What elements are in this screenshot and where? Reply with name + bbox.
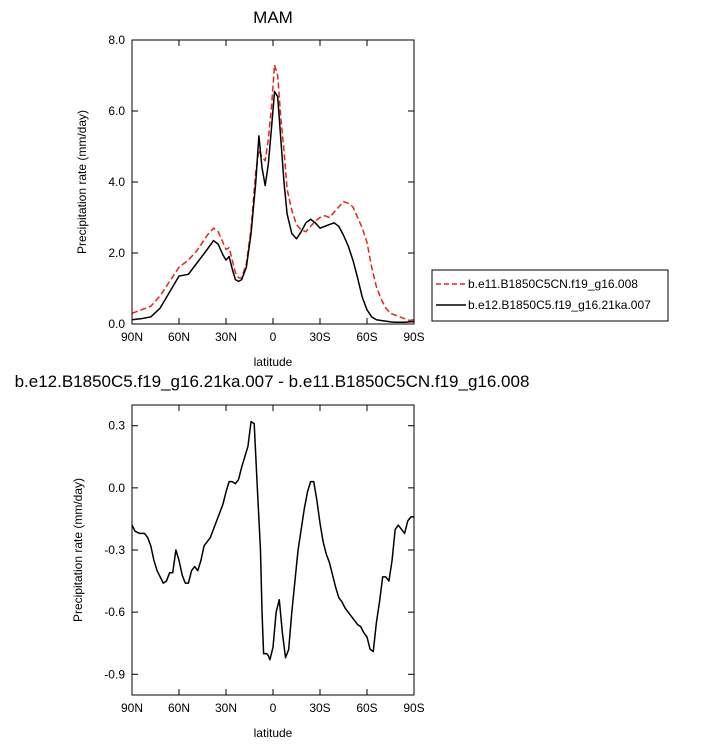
bottom-x-axis-label: latitude: [254, 726, 293, 740]
top-x-tick-label: 60N: [168, 330, 190, 344]
legend-box: [431, 269, 669, 322]
bottom-panel: b.e12.B1850C5.f19_g16.21ka.007 - b.e11.B…: [15, 372, 530, 740]
bottom-y-axis-label: Precipitation rate (mm/day): [71, 478, 85, 622]
legend-label-series-1: b.e11.B1850C5CN.f19_g16.008: [468, 277, 638, 291]
top-y-axis-label: Precipitation rate (mm/day): [75, 110, 89, 254]
top-y-tick-label: 0.0: [108, 317, 125, 331]
bottom-plot-frame: [131, 404, 415, 696]
bottom-x-tick-label: 60N: [168, 701, 190, 715]
top-y-tick-label: 2.0: [108, 246, 125, 260]
bottom-series-line-1: [131, 420, 414, 661]
top-tick-layer: 90N 60N 30N 0 30S 60S 90S 0.0 2.0 4.0 6.0 8.0: [108, 33, 424, 344]
bottom-y-tick-label: 0.0: [108, 481, 125, 495]
top-x-tick-label: 0: [270, 330, 277, 344]
bottom-chart-title: b.e12.B1850C5.f19_g16.21ka.007 - b.e11.B…: [15, 372, 530, 391]
top-x-tick-label: 30N: [215, 330, 237, 344]
bottom-x-tick-label: 30S: [309, 701, 330, 715]
bottom-tick-layer: 90N 60N 30N 0 30S 60S 90S 0.3 0.0 -0.3 -0.6 -0.9: [104, 405, 425, 715]
bottom-x-tick-label: 30N: [215, 701, 237, 715]
bottom-y-tick-label: -0.3: [104, 543, 125, 557]
bottom-x-tick-label: 90N: [121, 701, 143, 715]
top-y-tick-label: 6.0: [108, 104, 125, 118]
top-chart-title: MAM: [253, 8, 293, 27]
top-y-tick-label: 8.0: [108, 33, 125, 47]
bottom-y-tick-label: -0.6: [104, 605, 125, 619]
top-plot-frame: [131, 39, 415, 325]
bottom-x-tick-label: 60S: [356, 701, 377, 715]
bottom-x-tick-label: 0: [270, 701, 277, 715]
top-x-tick-label: 60S: [356, 330, 377, 344]
top-panel: MAM 90N 60N 30N 0 30S 60S 90S 0.0 2.0 4.0 6.0 8.0 l…: [75, 8, 669, 369]
top-series-line-2: [131, 90, 415, 323]
legend-label-series-2: b.e12.B1850C5.f19_g16.21ka.007: [468, 298, 651, 312]
top-x-tick-label: 90S: [403, 330, 424, 344]
bottom-y-tick-label: -0.9: [104, 667, 125, 681]
top-series-layer: [131, 64, 415, 323]
top-x-axis-label: latitude: [254, 355, 293, 369]
bottom-series-layer: [131, 420, 414, 661]
bottom-y-tick-label: 0.3: [108, 419, 125, 433]
legend: b.e11.B1850C5CN.f19_g16.008 b.e12.B1850C…: [431, 269, 669, 322]
top-x-tick-label: 30S: [309, 330, 330, 344]
top-y-tick-label: 4.0: [108, 175, 125, 189]
bottom-x-tick-label: 90S: [403, 701, 424, 715]
top-x-tick-label: 90N: [121, 330, 143, 344]
